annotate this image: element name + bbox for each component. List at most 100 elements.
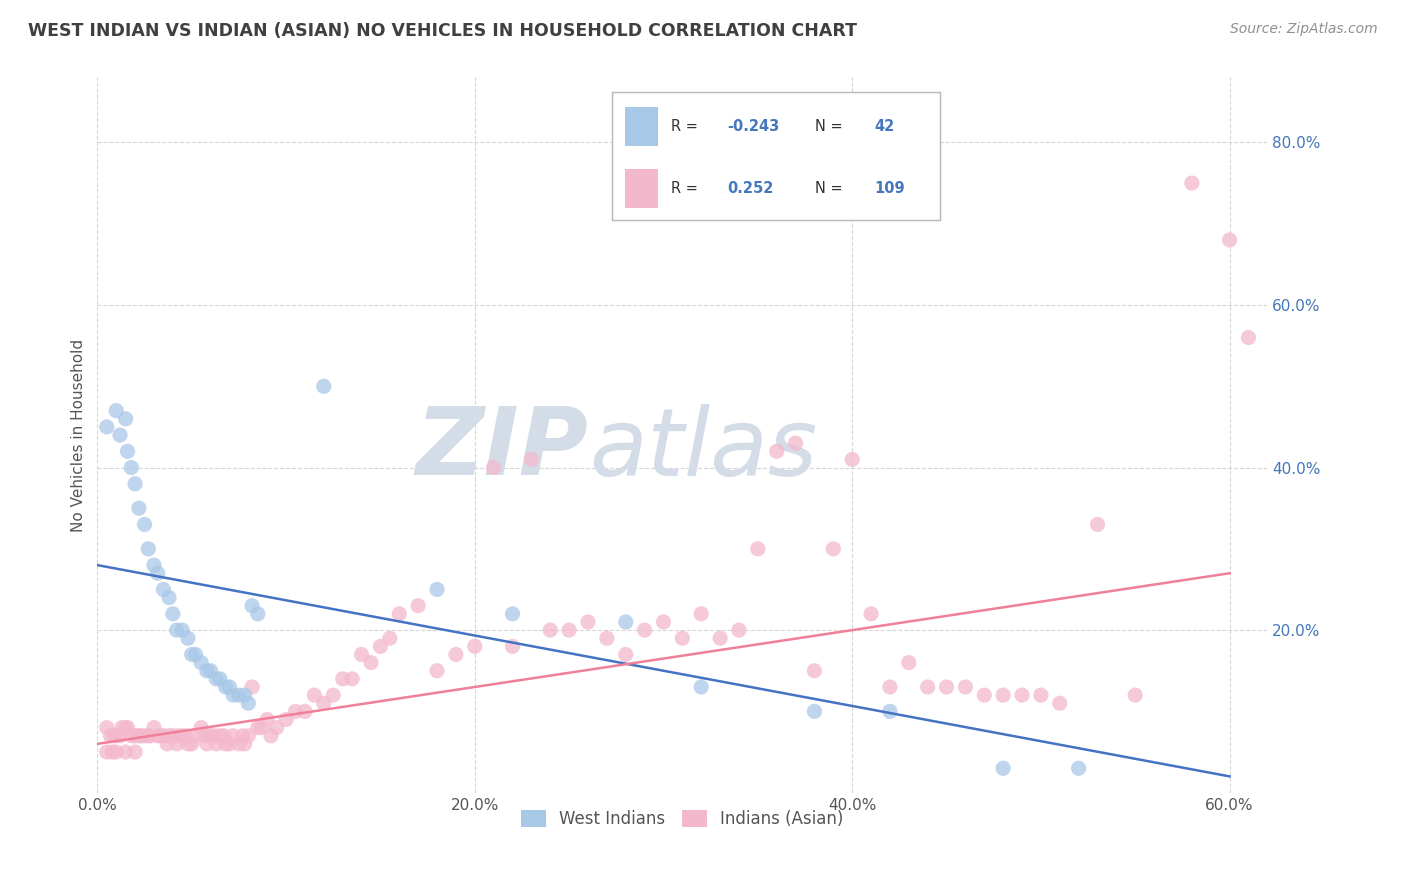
Point <box>294 705 316 719</box>
Point <box>174 729 197 743</box>
Point <box>194 729 217 743</box>
Point <box>935 680 957 694</box>
Point <box>184 648 207 662</box>
Point <box>100 729 122 743</box>
Point <box>146 729 169 743</box>
Point <box>215 737 238 751</box>
Point <box>633 623 655 637</box>
Point <box>312 696 335 710</box>
Point <box>238 729 260 743</box>
Point <box>96 420 118 434</box>
Point <box>233 688 256 702</box>
Point <box>360 656 382 670</box>
Point <box>101 745 124 759</box>
Point <box>340 672 363 686</box>
Point <box>146 566 169 581</box>
Point <box>502 640 524 654</box>
Point <box>1123 688 1146 702</box>
Point <box>166 737 188 751</box>
Point <box>246 721 269 735</box>
Point <box>205 737 228 751</box>
Point <box>897 656 920 670</box>
Point <box>190 721 212 735</box>
Point <box>195 664 218 678</box>
Point <box>973 688 995 702</box>
Point <box>152 729 174 743</box>
Point <box>614 615 637 629</box>
Point <box>426 664 449 678</box>
Point <box>177 632 200 646</box>
Point <box>444 648 467 662</box>
Point <box>350 648 373 662</box>
Point <box>156 737 179 751</box>
Point <box>991 761 1014 775</box>
Point <box>200 729 222 743</box>
Point <box>117 444 139 458</box>
Point <box>690 607 713 621</box>
Text: WEST INDIAN VS INDIAN (ASIAN) NO VEHICLES IN HOUSEHOLD CORRELATION CHART: WEST INDIAN VS INDIAN (ASIAN) NO VEHICLE… <box>28 22 858 40</box>
Point <box>114 721 136 735</box>
Point <box>120 729 142 743</box>
Point <box>1029 688 1052 702</box>
Point <box>538 623 561 637</box>
Point <box>1049 696 1071 710</box>
Point <box>502 607 524 621</box>
Point <box>709 632 731 646</box>
Point <box>134 729 156 743</box>
Point <box>212 729 235 743</box>
Point <box>208 729 231 743</box>
Point <box>614 648 637 662</box>
Point <box>195 737 218 751</box>
Point <box>1011 688 1033 702</box>
Point <box>124 745 146 759</box>
Point <box>426 582 449 597</box>
Point <box>149 729 172 743</box>
Point <box>482 460 505 475</box>
Point <box>238 696 260 710</box>
Point <box>166 623 188 637</box>
Point <box>136 541 159 556</box>
Point <box>823 541 845 556</box>
Point <box>222 729 245 743</box>
Point <box>222 688 245 702</box>
Point <box>464 640 486 654</box>
Point <box>124 729 146 743</box>
Point <box>747 541 769 556</box>
Point <box>991 688 1014 702</box>
Point <box>114 745 136 759</box>
Point <box>114 411 136 425</box>
Point <box>728 623 751 637</box>
Point <box>690 680 713 694</box>
Point <box>232 729 254 743</box>
Point <box>157 729 180 743</box>
Point <box>378 632 401 646</box>
Point <box>304 688 326 702</box>
Point <box>105 729 128 743</box>
Point <box>152 582 174 597</box>
Point <box>180 648 202 662</box>
Point <box>841 452 863 467</box>
Point <box>274 713 297 727</box>
Point <box>955 680 977 694</box>
Point <box>558 623 581 637</box>
Point <box>322 688 344 702</box>
Point <box>250 721 273 735</box>
Point <box>652 615 675 629</box>
Point <box>129 729 152 743</box>
Point <box>233 737 256 751</box>
Point <box>205 672 228 686</box>
Point <box>388 607 411 621</box>
Point <box>202 729 225 743</box>
Point <box>576 615 599 629</box>
Point <box>215 680 238 694</box>
Point <box>139 729 162 743</box>
Point <box>671 632 693 646</box>
Point <box>111 721 134 735</box>
Point <box>128 501 150 516</box>
Point <box>246 607 269 621</box>
Point <box>879 680 901 694</box>
Point <box>96 745 118 759</box>
Point <box>143 721 166 735</box>
Point <box>596 632 619 646</box>
Text: ZIP: ZIP <box>416 403 589 495</box>
